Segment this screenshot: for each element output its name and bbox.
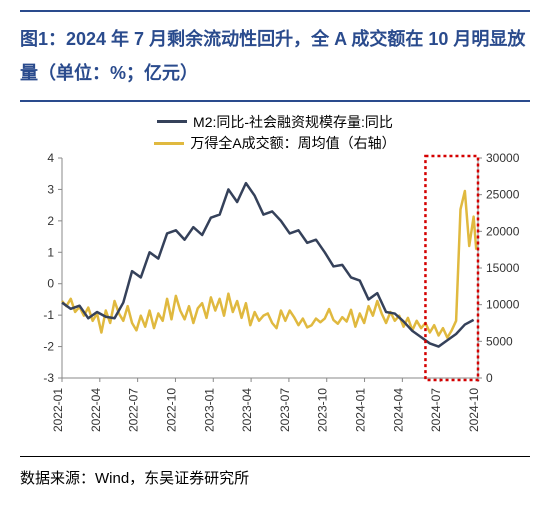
legend-label-2: 万得全A成交额：周均值（右轴）: [190, 133, 395, 153]
svg-text:30000: 30000: [486, 151, 520, 165]
svg-text:4: 4: [47, 151, 54, 165]
svg-text:-2: -2: [43, 340, 54, 354]
svg-text:-3: -3: [43, 371, 54, 385]
svg-text:20000: 20000: [486, 225, 520, 239]
svg-text:2023-04: 2023-04: [240, 388, 254, 432]
svg-text:0: 0: [47, 277, 54, 291]
legend-swatch-1: [157, 120, 187, 123]
legend-item-1: M2:同比-社会融资规模存量:同比: [157, 112, 393, 132]
figure-title-label: 图1：: [20, 29, 66, 49]
chart-svg: -3 -2 -1 0 1 2 3 4 0 5000 10000 15000 20000 25000 3000…: [20, 110, 530, 450]
svg-text:3: 3: [47, 183, 54, 197]
legend: M2:同比-社会融资规模存量:同比 万得全A成交额：周均值（右轴）: [20, 110, 530, 153]
svg-text:2023-07: 2023-07: [278, 388, 292, 432]
footer: 数据来源：Wind，东吴证券研究所: [20, 456, 530, 488]
svg-text:10000: 10000: [486, 298, 520, 312]
svg-text:15000: 15000: [486, 261, 520, 275]
svg-text:2022-10: 2022-10: [164, 388, 178, 432]
svg-text:25000: 25000: [486, 188, 520, 202]
figure-title: 图1：2024 年 7 月剩余流动性回升，全 A 成交额在 10 月明显放量（单…: [20, 22, 530, 90]
svg-text:5000: 5000: [486, 335, 513, 349]
legend-label-1: M2:同比-社会融资规模存量:同比: [193, 112, 393, 132]
svg-text:2022-04: 2022-04: [89, 388, 103, 432]
svg-text:2022-01: 2022-01: [51, 388, 65, 432]
legend-item-2: 万得全A成交额：周均值（右轴）: [154, 133, 395, 153]
svg-text:2023-10: 2023-10: [316, 388, 330, 432]
svg-text:-1: -1: [43, 309, 54, 323]
svg-text:2024-04: 2024-04: [391, 388, 405, 432]
svg-text:2024-07: 2024-07: [429, 388, 443, 432]
svg-text:2022-07: 2022-07: [127, 388, 141, 432]
chart: M2:同比-社会融资规模存量:同比 万得全A成交额：周均值（右轴） -3 -2 -1…: [20, 110, 530, 450]
legend-swatch-2: [154, 142, 184, 145]
svg-text:2023-01: 2023-01: [202, 388, 216, 432]
footer-text: 数据来源：Wind，东吴证券研究所: [20, 470, 249, 487]
svg-text:2024-10: 2024-10: [467, 388, 481, 432]
svg-text:2024-01: 2024-01: [354, 388, 368, 432]
figure-container: 图1：2024 年 7 月剩余流动性回升，全 A 成交额在 10 月明显放量（单…: [0, 0, 550, 520]
figure-title-text: 2024 年 7 月剩余流动性回升，全 A 成交额在 10 月明显放量（单位：%…: [20, 29, 525, 83]
svg-text:2: 2: [47, 214, 54, 228]
figure-title-block: 图1：2024 年 7 月剩余流动性回升，全 A 成交额在 10 月明显放量（单…: [20, 10, 530, 102]
svg-text:1: 1: [47, 246, 54, 260]
svg-text:0: 0: [486, 371, 493, 385]
